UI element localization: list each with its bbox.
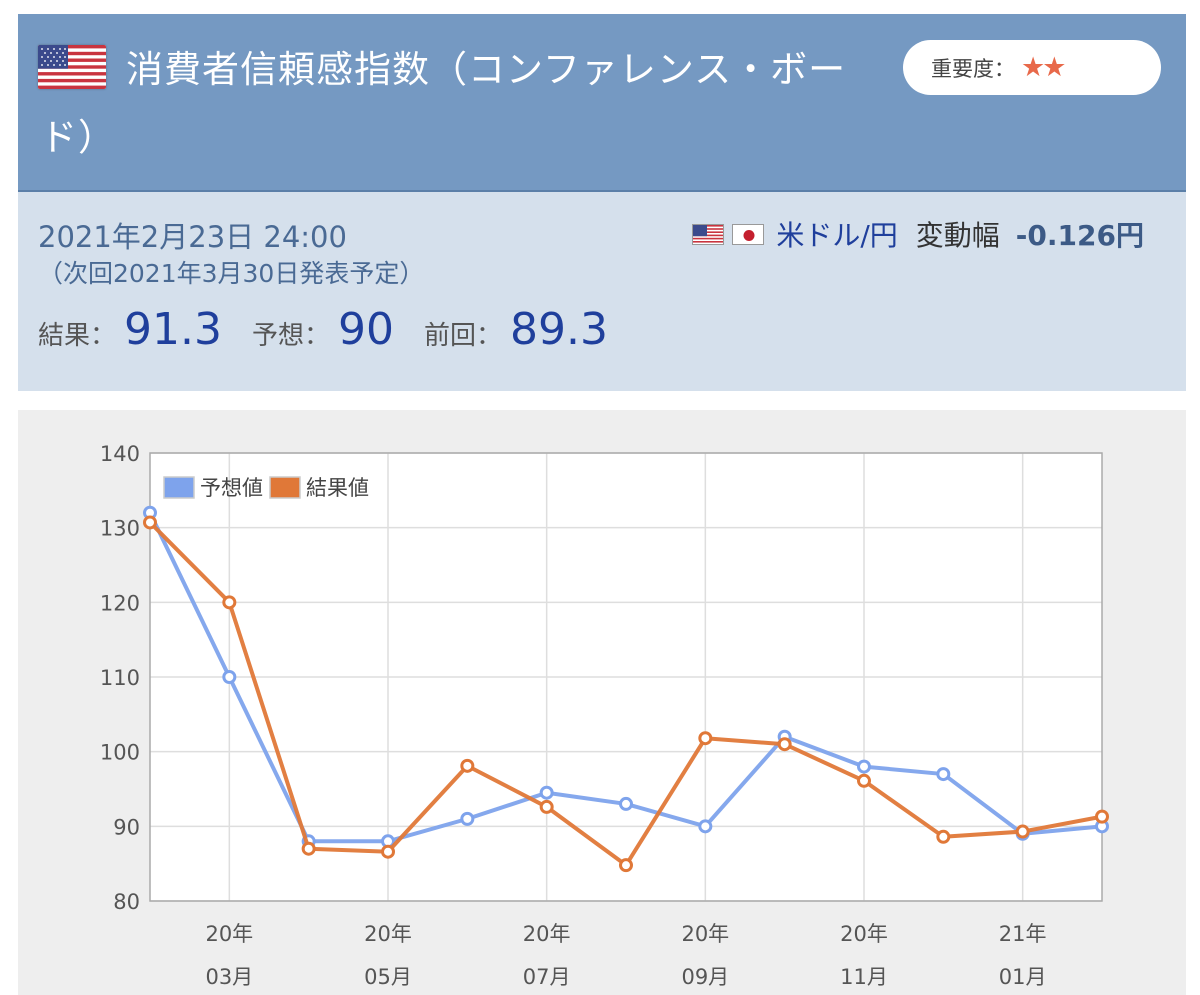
result-value: 91.3	[124, 304, 222, 355]
plot-border	[149, 452, 1103, 902]
x-tick-year-label: 20年	[205, 922, 253, 946]
result-point	[619, 858, 633, 873]
history-line-chart: 80 90 100 110 120 130 140 20年 03月 20年 05月 20年 07月 20年…	[100, 442, 1109, 989]
x-tick-month-label: 05月	[364, 965, 412, 989]
previous-label: 前回：	[424, 321, 503, 351]
x-tick-year-label: 20年	[681, 922, 729, 946]
result-point	[936, 829, 951, 844]
release-info-panel: 2021年2月23日 24:00 （次回2021年3月30日発表予定） 米ドル/…	[18, 192, 1186, 391]
jp-flag-small-icon	[732, 223, 765, 245]
indicator-title: 消費者信頼感指数（コンファレンス・ボード）	[40, 48, 847, 159]
forecast-point	[698, 819, 713, 834]
change-label: 変動幅	[915, 219, 1000, 252]
forecast-label: 予想：	[251, 321, 330, 351]
x-tick-month-label: 11月	[840, 965, 888, 989]
y-tick-label: 90	[113, 815, 140, 839]
result-point	[222, 595, 237, 610]
x-tick-month-label: 09月	[681, 965, 729, 989]
y-tick-label: 110	[100, 666, 140, 690]
importance-label: 重要度：	[931, 56, 1015, 81]
chart-panel: 80 90 100 110 120 130 140 20年 03月 20年 05月 20年 07月 20年…	[18, 410, 1186, 995]
result-point	[777, 737, 792, 752]
stats-row: 結果： 91.3 予想： 90 前回： 89.3	[38, 304, 638, 355]
forecast-point	[539, 785, 554, 800]
x-tick-year-label: 21年	[999, 922, 1047, 946]
y-tick-label: 140	[100, 442, 140, 466]
y-tick-label: 100	[100, 741, 140, 765]
forecast-point	[460, 811, 475, 826]
x-tick-year-label: 20年	[840, 922, 888, 946]
release-date: 2021年2月23日 24:00	[38, 220, 347, 254]
result-point	[301, 841, 316, 856]
x-tick-year-label: 20年	[523, 922, 571, 946]
us-flag-small-icon	[692, 223, 725, 245]
y-tick-label: 130	[100, 517, 140, 541]
chart-legend: 予想値 結果値	[163, 476, 369, 500]
currency-pair-link[interactable]: 米ドル/円	[776, 219, 898, 252]
change-value: -0.126円	[1015, 219, 1144, 252]
result-point	[381, 844, 395, 859]
legend-label: 予想値	[200, 476, 263, 500]
importance-badge: 重要度： ★★	[903, 40, 1161, 95]
currency-pair-change: 米ドル/円 変動幅 -0.126円	[692, 214, 1144, 254]
y-tick-label: 120	[100, 591, 140, 615]
next-release-date: （次回2021年3月30日発表予定）	[38, 259, 425, 288]
x-tick-month-label: 03月	[205, 965, 253, 989]
result-point	[539, 799, 554, 814]
result-point	[698, 731, 713, 746]
result-point	[1015, 824, 1030, 839]
legend-swatch	[163, 476, 195, 499]
result-point	[857, 773, 871, 788]
legend-swatch	[269, 476, 301, 499]
result-point	[1095, 809, 1109, 824]
x-tick-month-label: 07月	[523, 965, 571, 989]
x-tick-year-label: 20年	[364, 922, 412, 946]
forecast-point	[222, 670, 237, 684]
star-icon: ★★	[1021, 52, 1066, 83]
forecast-point	[857, 759, 871, 774]
indicator-header: 消費者信頼感指数（コンファレンス・ボード） 重要度： ★★	[18, 14, 1186, 192]
result-label: 結果：	[38, 321, 117, 351]
y-tick-label: 80	[113, 890, 140, 914]
result-point	[143, 515, 157, 530]
forecast-value: 90	[338, 304, 394, 355]
forecast-point	[619, 796, 633, 811]
previous-value: 89.3	[510, 304, 608, 355]
us-flag-icon	[38, 45, 106, 89]
forecast-point	[936, 767, 951, 782]
result-point	[460, 758, 475, 773]
legend-label: 結果値	[306, 476, 369, 500]
x-tick-month-label: 01月	[999, 965, 1047, 989]
